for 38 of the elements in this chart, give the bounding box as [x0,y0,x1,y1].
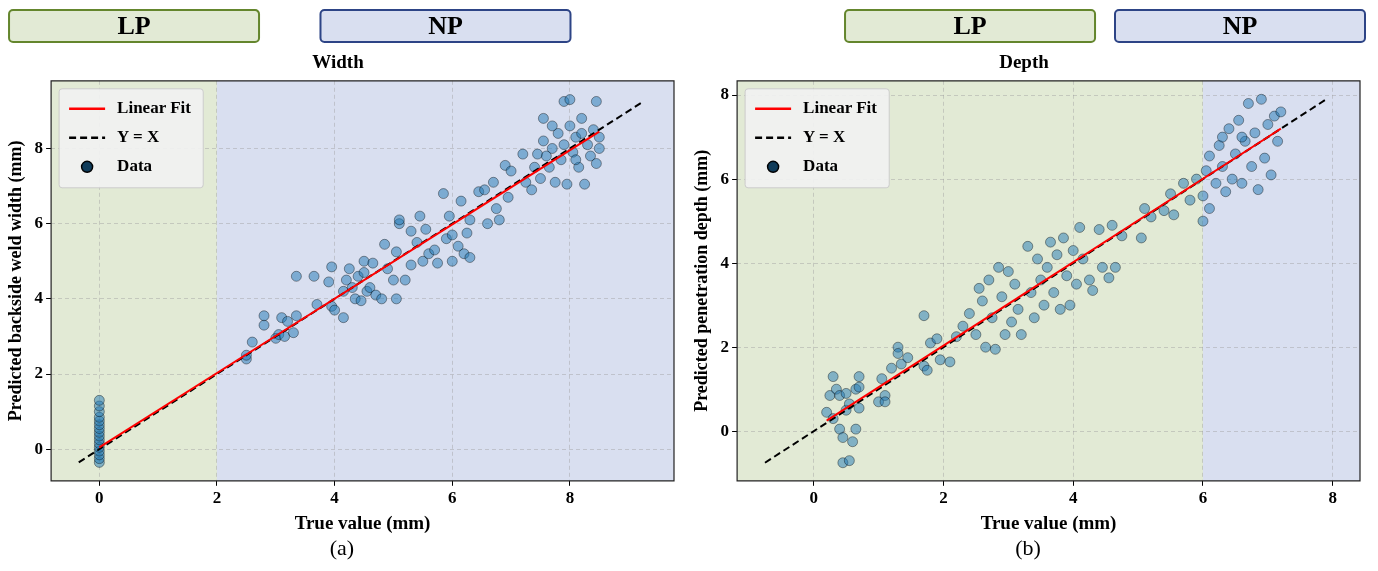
y-tick-label: 0 [34,438,44,458]
x-tick-label: 8 [565,488,575,508]
y-tick-label: 8 [720,84,730,104]
x-tick-label: 0 [809,488,818,508]
y-tick-label: 8 [34,137,44,157]
legend-label: Data [117,156,153,176]
chart-title: Width [312,51,365,73]
band-label: LP [117,10,151,40]
band-label: NP [1222,10,1258,40]
x-axis-title: True value (mm) [980,511,1117,534]
y-tick-label: 4 [34,288,44,308]
legend-label: Y = X [803,127,846,147]
y-tick-label: 2 [720,336,730,356]
x-tick-label: 8 [1328,488,1337,508]
y-axis-title: Predicted penetration depth (mm) [691,149,713,412]
y-tick-label: 4 [720,252,730,272]
chart-title: Depth [999,51,1050,73]
x-tick-label: 0 [95,488,104,508]
x-tick-label: 4 [330,488,340,508]
legend-label: Linear Fit [117,98,192,118]
x-tick-label: 2 [212,488,222,508]
x-tick-label: 6 [1198,488,1208,508]
x-tick-label: 2 [939,488,948,508]
band-label: NP [428,10,463,40]
band-label: LP [953,10,987,40]
y-tick-label: 0 [720,420,730,440]
text: (b) [1014,535,1042,561]
legend-label: Data [803,156,839,176]
y-tick-label: 6 [720,168,730,188]
legend-label: Linear Fit [803,98,878,118]
y-axis-title: Predicted backside weld width (mm) [5,140,27,422]
x-tick-label: 6 [448,488,457,508]
x-axis-title: True value (mm) [294,511,431,534]
y-tick-label: 6 [34,213,44,233]
legend-label: Y = X [117,127,160,147]
text: (a) [328,535,356,561]
y-tick-label: 2 [34,363,44,383]
x-tick-label: 4 [1068,488,1078,508]
